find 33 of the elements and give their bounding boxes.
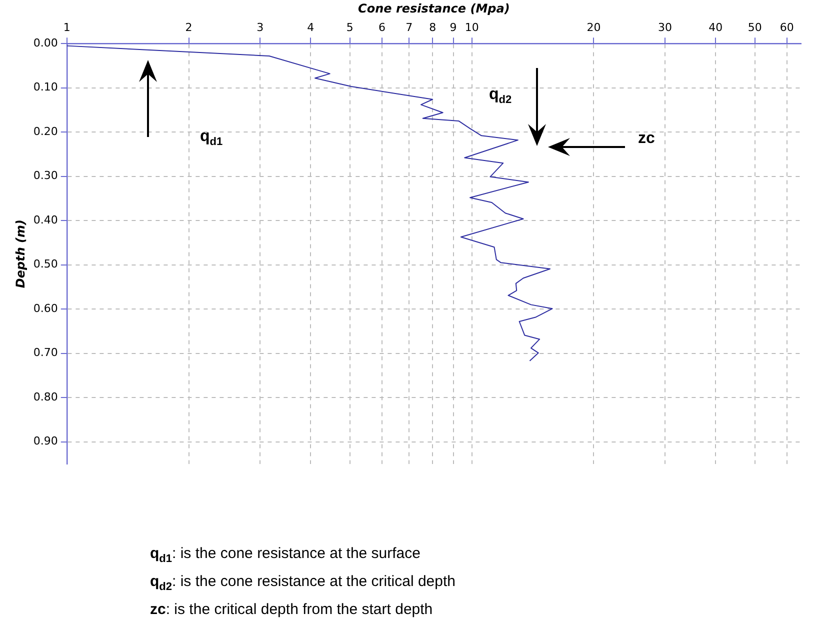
x-tick-label: 5 [346,20,354,34]
annotation: zc [638,130,655,148]
x-tick-label: 3 [256,20,264,34]
y-tick-label: 0.20 [33,124,58,138]
x-tick-label: 50 [748,20,762,34]
annotation: q$_{d1}$ [200,128,223,148]
x-tick-label: 30 [658,20,672,34]
x-tick-label: 6 [378,20,386,34]
x-tick-label: 10 [464,20,479,34]
text: zc: is the critical depth from the start depth [150,601,433,618]
y-tick-label: 0.60 [33,302,58,315]
x-tick-label: 7 [406,20,413,34]
x-tick-label: 2 [185,20,192,34]
x-tick-label: 9 [450,20,457,34]
x-tick-label: 60 [780,20,794,34]
y-tick-label: 0.10 [33,80,58,94]
annotation: q$_{d2}$ [489,86,512,106]
text: q$_{d1}$: is the cone resistance at the surface [150,545,420,565]
x-tick-label: 1 [63,20,70,34]
x-axis-title: Cone resistance (Mpa) [358,1,510,16]
x-tick-label: 40 [708,20,723,34]
x-tick-label: 4 [307,20,314,34]
text: q$_{d2}$: is the cone resistance at the critical depth [150,573,456,593]
x-tick-label: 8 [429,20,436,34]
y-tick-label: 0.40 [33,213,58,226]
y-tick-label: 0.80 [33,390,58,404]
x-tick-label: 20 [586,20,601,34]
y-axis-title: Depth (m) [13,219,28,288]
y-tick-label: 0.30 [33,169,58,182]
y-tick-label: 0.90 [33,434,58,448]
y-tick-label: 0.00 [33,36,58,50]
y-tick-label: 0.50 [33,258,58,271]
y-tick-label: 0.70 [33,346,58,360]
